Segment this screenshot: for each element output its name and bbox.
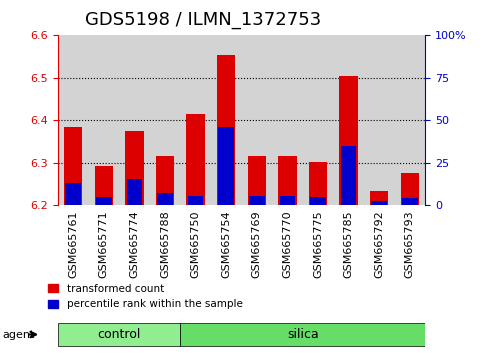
Legend: transformed count, percentile rank within the sample: transformed count, percentile rank withi… [44, 280, 247, 313]
Bar [371, 201, 387, 205]
Bar [217, 55, 235, 205]
Bar [157, 193, 173, 205]
Bar [66, 183, 81, 205]
Bar [156, 156, 174, 205]
Bar [188, 195, 203, 205]
Bar [95, 166, 113, 205]
Bar [278, 156, 297, 205]
Bar [249, 196, 265, 205]
Bar [340, 76, 358, 205]
Bar [402, 198, 417, 205]
Text: agent: agent [2, 330, 35, 339]
Bar [248, 156, 266, 205]
FancyBboxPatch shape [180, 324, 425, 346]
Text: GDS5198 / ILMN_1372753: GDS5198 / ILMN_1372753 [85, 11, 321, 29]
Bar [64, 127, 83, 205]
Bar [218, 127, 234, 205]
Bar [341, 146, 356, 205]
Text: silica: silica [287, 328, 319, 341]
Bar [96, 197, 112, 205]
Bar [310, 197, 326, 205]
Text: control: control [98, 328, 141, 341]
Bar [127, 178, 142, 205]
Bar [309, 161, 327, 205]
Bar [280, 196, 295, 205]
Bar [370, 191, 388, 205]
Bar [125, 131, 143, 205]
Bar [400, 173, 419, 205]
Bar [186, 114, 205, 205]
FancyBboxPatch shape [58, 324, 180, 346]
